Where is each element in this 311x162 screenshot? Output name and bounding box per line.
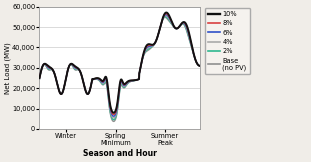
4%	[38, 77, 41, 79]
2%	[159, 24, 163, 26]
Base
(no PV)	[79, 72, 83, 74]
Line: 2%: 2%	[39, 14, 200, 115]
6%	[112, 117, 116, 119]
6%	[159, 24, 163, 26]
10%	[38, 77, 41, 79]
6%	[38, 77, 41, 79]
10%	[132, 80, 136, 82]
4%	[198, 65, 202, 67]
Line: 8%: 8%	[39, 17, 200, 120]
8%	[79, 72, 83, 74]
2%	[145, 45, 149, 47]
6%	[132, 80, 136, 81]
2%	[112, 114, 116, 116]
Base
(no PV)	[38, 77, 41, 79]
10%	[145, 50, 149, 52]
10%	[198, 65, 202, 67]
10%	[66, 69, 70, 71]
6%	[79, 72, 83, 74]
10%	[159, 24, 163, 26]
Line: 6%: 6%	[39, 16, 200, 118]
8%	[132, 80, 136, 81]
4%	[145, 46, 149, 48]
Base
(no PV)	[110, 111, 114, 113]
Base
(no PV)	[198, 65, 202, 67]
X-axis label: Season and Hour: Season and Hour	[83, 149, 157, 158]
Line: 4%: 4%	[39, 15, 200, 116]
4%	[164, 14, 168, 16]
8%	[145, 49, 149, 51]
10%	[112, 121, 116, 122]
2%	[38, 77, 41, 79]
4%	[132, 79, 136, 81]
8%	[164, 16, 167, 17]
10%	[110, 119, 114, 121]
6%	[164, 15, 167, 17]
2%	[132, 79, 136, 81]
8%	[38, 77, 41, 79]
8%	[198, 65, 202, 67]
2%	[110, 112, 114, 114]
8%	[66, 69, 70, 71]
2%	[198, 65, 202, 67]
4%	[112, 115, 116, 117]
6%	[66, 69, 70, 71]
8%	[159, 24, 163, 26]
Base
(no PV)	[132, 79, 136, 81]
4%	[110, 114, 114, 116]
Base
(no PV)	[66, 69, 70, 71]
10%	[79, 72, 83, 74]
Legend: 10%, 8%, 6%, 4%, 2%, Base
(no PV): 10%, 8%, 6%, 4%, 2%, Base (no PV)	[205, 8, 250, 74]
2%	[164, 13, 168, 15]
Y-axis label: Net Load (MW): Net Load (MW)	[4, 42, 11, 94]
Base
(no PV)	[112, 112, 116, 114]
4%	[66, 69, 70, 71]
Base
(no PV)	[165, 12, 168, 13]
8%	[112, 119, 116, 121]
2%	[66, 69, 70, 71]
4%	[159, 24, 163, 26]
Line: Base
(no PV): Base (no PV)	[39, 12, 200, 113]
6%	[198, 65, 202, 67]
2%	[79, 72, 83, 74]
Base
(no PV)	[159, 24, 163, 26]
Base
(no PV)	[145, 44, 149, 46]
6%	[110, 116, 114, 118]
Line: 10%: 10%	[39, 17, 200, 122]
8%	[110, 117, 114, 119]
10%	[163, 16, 167, 18]
6%	[145, 48, 149, 50]
4%	[79, 72, 83, 74]
